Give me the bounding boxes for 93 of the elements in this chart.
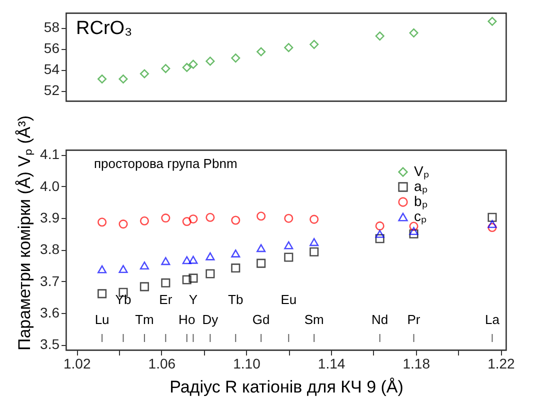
x-tick-label: 1.18: [402, 356, 430, 372]
x-tick-label: 1.22: [488, 356, 516, 372]
y-tick-label: 3.8: [40, 241, 60, 258]
annotation: Tm: [135, 312, 154, 327]
point: [284, 43, 294, 52]
annotation: Eu: [280, 292, 297, 307]
annotation: Dy: [202, 312, 219, 327]
point: [98, 74, 107, 84]
y-tick-label: 52: [44, 82, 60, 98]
point: [161, 64, 170, 74]
y-tick-label: 3.5: [40, 336, 60, 352]
annotation: Nd: [372, 312, 388, 327]
y-tick-label: 4.0: [40, 178, 60, 194]
point: [140, 262, 149, 270]
x-tick-label: 1.06: [148, 356, 176, 372]
point: [188, 214, 198, 224]
x-axis-title: Радіус R катіонів для КЧ 9 (Å): [170, 378, 404, 396]
annotation: Pr: [407, 312, 421, 327]
point: [488, 223, 497, 232]
point: [231, 54, 240, 63]
x-tick-label: 1.02: [63, 356, 91, 372]
x-tick-label: 1.10: [233, 356, 261, 372]
point: [256, 212, 266, 221]
chart-title: RCrO₃: [76, 18, 132, 39]
point: [98, 289, 107, 298]
point: [409, 28, 418, 38]
y-tick-label: 54: [44, 61, 60, 78]
point: [118, 264, 128, 273]
point: [310, 247, 319, 256]
point: [310, 238, 319, 246]
point: [310, 40, 319, 49]
legend-label: aₚ: [414, 178, 428, 195]
point: [140, 216, 149, 226]
point: [284, 214, 294, 223]
point: [206, 56, 215, 66]
point: [182, 256, 192, 264]
point: [188, 274, 198, 283]
x-tick-label: 1.14: [318, 356, 346, 372]
annotation: Ho: [178, 312, 196, 327]
legend-label: Vₚ: [414, 163, 430, 180]
y-tick-label: 58: [44, 19, 60, 36]
point: [375, 221, 384, 230]
point: [256, 47, 266, 56]
point: [182, 275, 192, 284]
y-tick-label: 4.1: [40, 146, 60, 162]
point: [488, 16, 497, 26]
point: [140, 69, 149, 78]
y-tick-label: 3.6: [40, 304, 60, 320]
point: [284, 252, 294, 262]
point: [310, 214, 319, 224]
point: [161, 278, 170, 288]
point: [98, 265, 107, 274]
legend-label: bₚ: [414, 193, 428, 210]
point: [284, 241, 294, 250]
y-tick-label: 56: [44, 40, 60, 56]
point: [231, 216, 240, 225]
y-tick-label: 3.7: [40, 272, 60, 289]
point: [231, 249, 240, 258]
point: [256, 244, 266, 252]
point: [188, 60, 198, 69]
annotation: Lu: [94, 312, 110, 327]
point: [256, 258, 266, 268]
point: [206, 252, 215, 260]
annotation: La: [484, 312, 500, 327]
annotation: Tb: [228, 292, 244, 307]
point: [118, 220, 128, 229]
annotation: Gd: [252, 312, 270, 327]
point: [161, 214, 170, 223]
annotation: Sm: [304, 312, 324, 327]
point: [182, 217, 192, 226]
annotation: Yb: [115, 292, 132, 307]
point: [231, 264, 240, 273]
point: [409, 227, 418, 236]
point: [488, 212, 497, 222]
point: [140, 282, 149, 292]
point: [206, 212, 215, 222]
point: [206, 269, 215, 278]
point: [188, 256, 198, 264]
point: [375, 234, 384, 244]
point: [375, 32, 384, 41]
point: [161, 257, 170, 266]
point: [488, 220, 497, 228]
annotation: Er: [159, 292, 173, 307]
annotation: просторова група Pbnm: [94, 156, 238, 171]
point: [409, 229, 418, 238]
point: [98, 218, 107, 227]
point: [375, 230, 384, 238]
point: [182, 62, 192, 72]
y-axis-title: Параметри комірки (Å) Vₚ (Å³): [15, 115, 36, 350]
annotation: Y: [188, 292, 198, 307]
point: [118, 74, 128, 84]
y-tick-label: 3.9: [40, 210, 60, 226]
legend-label: cₚ: [414, 208, 427, 225]
